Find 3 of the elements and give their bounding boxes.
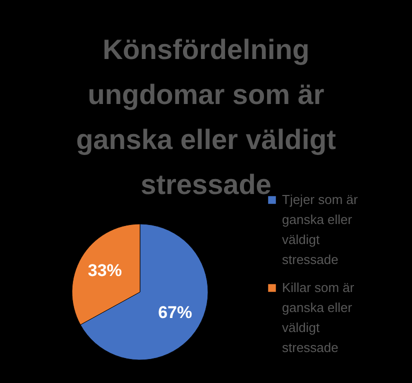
- data-label: 33%: [88, 261, 122, 280]
- data-label: 67%: [158, 302, 192, 322]
- legend-label: Killar som är ganska eller väldigt stressade: [282, 280, 355, 355]
